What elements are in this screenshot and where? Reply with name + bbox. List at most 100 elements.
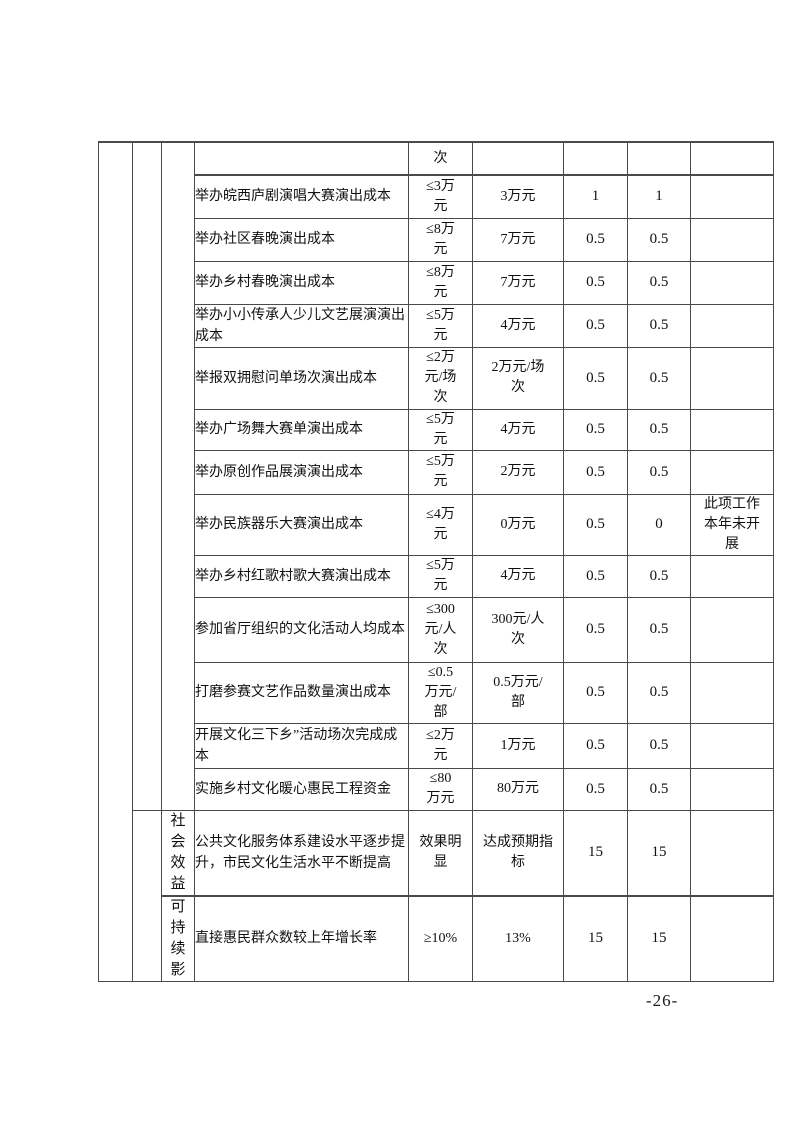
cell-weight: 1 (563, 174, 628, 219)
cell-actual-value: 2万元 (472, 449, 564, 495)
cell-actual-value (472, 141, 564, 176)
cell-deviation-note (690, 554, 774, 598)
cell-deviation-note (690, 596, 774, 663)
cell-weight: 0.5 (563, 596, 628, 663)
cell-weight: 15 (563, 895, 628, 982)
cell-target-value: ≤5万 元 (408, 303, 473, 348)
section-label-sustainability: 可持续影 (170, 898, 186, 978)
cell-target-value: ≤5万 元 (408, 449, 473, 495)
cell-indicator-label: 举报双拥慰问单场次演出成本 (194, 346, 409, 410)
cell-deviation-note (690, 303, 774, 348)
cell-score: 0.5 (627, 260, 691, 305)
cell-weight: 0.5 (563, 722, 628, 769)
cell-weight: 0.5 (563, 493, 628, 556)
cell-target-value: ≤8万 元 (408, 260, 473, 305)
table-row: 参加省厅组织的文化活动人均成本 ≤300 元/人 次 300元/人 次 0.5 … (99, 596, 774, 663)
group-cell-level2-upper (132, 141, 162, 811)
cell-weight: 0.5 (563, 346, 628, 410)
table-row: 举办民族器乐大赛演出成本 ≤4万 元 0万元 0.5 0 此项工作 本年未开 展 (99, 493, 774, 556)
cell-score: 15 (627, 895, 691, 982)
cell-weight: 0.5 (563, 260, 628, 305)
cell-target-value: ≥10% (408, 895, 473, 982)
cell-indicator-label: 举办乡村红歌村歌大赛演出成本 (194, 554, 409, 598)
cell-indicator-label: 举办社区春晚演出成本 (194, 217, 409, 262)
cell-actual-value: 达成预期指 标 (472, 809, 564, 897)
cell-target-value: ≤2万 元/场 次 (408, 346, 473, 410)
cell-deviation-note: 此项工作 本年未开 展 (690, 493, 774, 556)
cell-actual-value: 4万元 (472, 303, 564, 348)
table-row: 举办皖西庐剧演唱大赛演出成本 ≤3万 元 3万元 1 1 (99, 174, 774, 219)
table-row-social-benefit: 社会效益 公共文化服务体系建设水平逐步提升，市民文化生活水平不断提高 效果明 显… (99, 809, 774, 982)
cell-indicator-label: 参加省厅组织的文化活动人均成本 (194, 596, 409, 663)
cell-score: 0.5 (627, 217, 691, 262)
table-row: 举办小小传承人少儿文艺展演演出成本 ≤5万 元 4万元 0.5 0.5 (99, 303, 774, 348)
cell-actual-value: 4万元 (472, 408, 564, 451)
cell-deviation-note (690, 767, 774, 811)
cell-target-value: ≤0.5 万元/ 部 (408, 661, 473, 724)
cell-deviation-note (690, 174, 774, 219)
cell-weight: 0.5 (563, 554, 628, 598)
cell-weight: 0.5 (563, 217, 628, 262)
cell-target-value: 次 (408, 141, 473, 176)
table-row: 举报双拥慰问单场次演出成本 ≤2万 元/场 次 2万元/场 次 0.5 0.5 (99, 346, 774, 410)
cell-deviation-note (690, 661, 774, 724)
cell-weight: 0.5 (563, 408, 628, 451)
section-label-social-benefit: 社会效益 (170, 812, 186, 892)
cell-actual-value: 4万元 (472, 554, 564, 598)
cell-weight (563, 141, 628, 176)
cell-actual-value: 300元/人 次 (472, 596, 564, 663)
table-row: 举办乡村红歌村歌大赛演出成本 ≤5万 元 4万元 0.5 0.5 (99, 554, 774, 598)
cell-actual-value: 1万元 (472, 722, 564, 769)
cell-indicator-label: 举办小小传承人少儿文艺展演演出成本 (194, 303, 409, 348)
cell-target-value: ≤2万 元 (408, 722, 473, 769)
cell-target-value: ≤80 万元 (408, 767, 473, 811)
group-cell-social-benefit: 社会效益 (161, 809, 195, 897)
cell-deviation-note (690, 809, 774, 897)
cell-score: 0.5 (627, 767, 691, 811)
group-cell-level1 (98, 141, 133, 982)
table-row: 打磨参赛文艺作品数量演出成本 ≤0.5 万元/ 部 0.5万元/ 部 0.5 0… (99, 661, 774, 724)
table-row-carryover: 次 (98, 141, 774, 982)
cell-score: 0.5 (627, 346, 691, 410)
cell-target-value: 效果明 显 (408, 809, 473, 897)
cell-indicator-label: 举办乡村春晚演出成本 (194, 260, 409, 305)
cell-indicator-label: 举办广场舞大赛单演出成本 (194, 408, 409, 451)
cell-target-value: ≤4万 元 (408, 493, 473, 556)
cell-target-value: ≤5万 元 (408, 408, 473, 451)
cell-deviation-note (690, 346, 774, 410)
cell-actual-value: 3万元 (472, 174, 564, 219)
cell-score: 15 (627, 809, 691, 897)
group-cell-level3-upper (161, 141, 195, 811)
cell-indicator-label: 开展文化三下乡”活动场次完成成本 (194, 722, 409, 769)
cell-score (627, 141, 691, 176)
cell-weight: 0.5 (563, 661, 628, 724)
cell-score: 0.5 (627, 596, 691, 663)
cell-score: 0 (627, 493, 691, 556)
table-row: 举办广场舞大赛单演出成本 ≤5万 元 4万元 0.5 0.5 (99, 408, 774, 451)
cell-score: 0.5 (627, 661, 691, 724)
cell-deviation-note (690, 217, 774, 262)
cell-score: 0.5 (627, 303, 691, 348)
cell-weight: 15 (563, 809, 628, 897)
cell-actual-value: 13% (472, 895, 564, 982)
table-row: 举办原创作品展演演出成本 ≤5万 元 2万元 0.5 0.5 (99, 449, 774, 495)
cell-indicator-label: 实施乡村文化暖心惠民工程资金 (194, 767, 409, 811)
cell-target-value: ≤300 元/人 次 (408, 596, 473, 663)
group-cell-level2-lower (132, 809, 162, 982)
cell-score: 0.5 (627, 722, 691, 769)
cell-indicator-label (194, 141, 409, 176)
cell-score: 0.5 (627, 408, 691, 451)
cell-deviation-note (690, 408, 774, 451)
cell-deviation-note (690, 722, 774, 769)
performance-indicator-table: 次 举办皖西庐剧演唱大赛演出成本 ≤3万 元 3万元 1 1 举办社区春晚演出成… (98, 141, 774, 982)
cell-weight: 0.5 (563, 303, 628, 348)
cell-deviation-note (690, 449, 774, 495)
table-row: 实施乡村文化暖心惠民工程资金 ≤80 万元 80万元 0.5 0.5 (99, 767, 774, 811)
page-number: -26- (646, 991, 679, 1010)
cell-target-value: ≤8万 元 (408, 217, 473, 262)
cell-indicator-label: 打磨参赛文艺作品数量演出成本 (194, 661, 409, 724)
cell-deviation-note (690, 260, 774, 305)
table-row-sustainability: 可持续影 直接惠民群众数较上年增长率 ≥10% 13% 15 15 (99, 895, 774, 982)
cell-indicator-label: 举办民族器乐大赛演出成本 (194, 493, 409, 556)
